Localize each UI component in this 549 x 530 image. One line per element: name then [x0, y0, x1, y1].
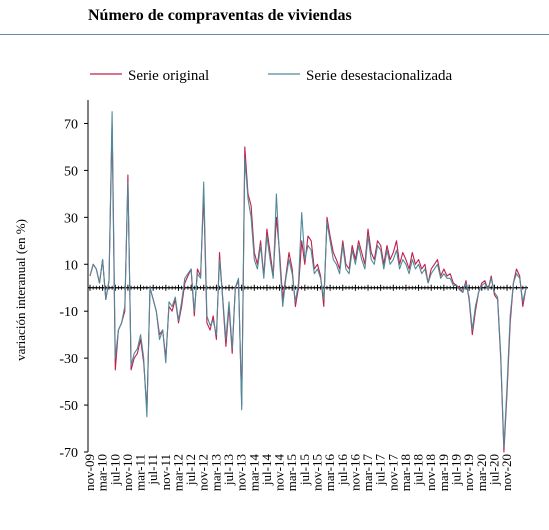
x-tick-label: mar-19 [436, 454, 451, 491]
y-tick-label: -10 [59, 305, 78, 320]
y-tick-label: 50 [64, 164, 78, 179]
x-tick-label: jul-12 [183, 454, 198, 486]
x-tick-label: mar-13 [208, 454, 223, 491]
x-tick-label: nov-18 [423, 454, 438, 491]
y-tick-label: -70 [59, 446, 78, 461]
x-tick-label: mar-20 [474, 454, 489, 491]
legend-label-original: Serie original [128, 68, 209, 84]
x-tick-label: jul-17 [373, 454, 388, 487]
y-tick-label: -30 [59, 352, 78, 367]
x-tick-label: mar-18 [398, 454, 413, 491]
x-tick-label: mar-16 [322, 454, 337, 492]
x-tick-label: nov-09 [82, 454, 97, 491]
x-tick-label: nov-20 [499, 454, 514, 491]
x-tick-label: mar-14 [246, 454, 261, 492]
y-tick-label: 10 [64, 258, 78, 273]
x-tick-label: jul-18 [411, 454, 426, 486]
x-tick-label: nov-13 [234, 454, 249, 491]
x-tick-label: jul-16 [335, 454, 350, 487]
y-tick-label: 70 [64, 117, 78, 132]
y-tick-label: 30 [64, 211, 78, 226]
series-line-desestacionalizada [89, 111, 527, 448]
legend-label-desestacionalizada: Serie desestacionalizada [306, 68, 453, 84]
y-tick-label: -50 [59, 399, 78, 414]
series-layer [89, 111, 527, 453]
x-tick-label: nov-19 [461, 454, 476, 491]
legend-item-original: Serie original [90, 68, 209, 84]
title-underline [0, 34, 549, 35]
x-tick-label: jul-10 [107, 454, 122, 486]
x-tick-label: mar-15 [284, 454, 299, 491]
x-tick-label: mar-12 [170, 454, 185, 491]
x-tick-label: nov-15 [309, 454, 324, 491]
x-tick-label: jul-20 [486, 454, 501, 486]
y-axis-label: variación interanual (en %) [13, 219, 28, 361]
x-tick-label: jul-19 [448, 454, 463, 486]
x-tick-label: jul-14 [259, 454, 274, 487]
x-tick-label: jul-15 [297, 454, 312, 486]
x-tick-label: nov-16 [347, 454, 362, 491]
x-tick-label: nov-17 [385, 454, 400, 491]
x-tick-label: mar-11 [133, 454, 148, 491]
x-tick-label: jul-11 [145, 454, 160, 486]
x-tick-label: nov-14 [272, 454, 287, 491]
chart-title: Número de compraventas de viviendas [88, 7, 352, 24]
x-tick-label: mar-17 [360, 454, 375, 492]
legend-item-desestacionalizada: Serie desestacionalizada [268, 68, 453, 84]
x-tick-label: nov-10 [120, 454, 135, 491]
legend: Serie original Serie desestacionalizada [90, 68, 453, 84]
x-tick-label: mar-10 [95, 454, 110, 491]
x-tick-label: nov-12 [196, 454, 211, 491]
axes: -70-50-30-1010305070nov-09mar-10jul-10no… [59, 100, 528, 491]
x-tick-label: jul-13 [221, 454, 236, 486]
x-tick-label: nov-11 [158, 454, 173, 490]
